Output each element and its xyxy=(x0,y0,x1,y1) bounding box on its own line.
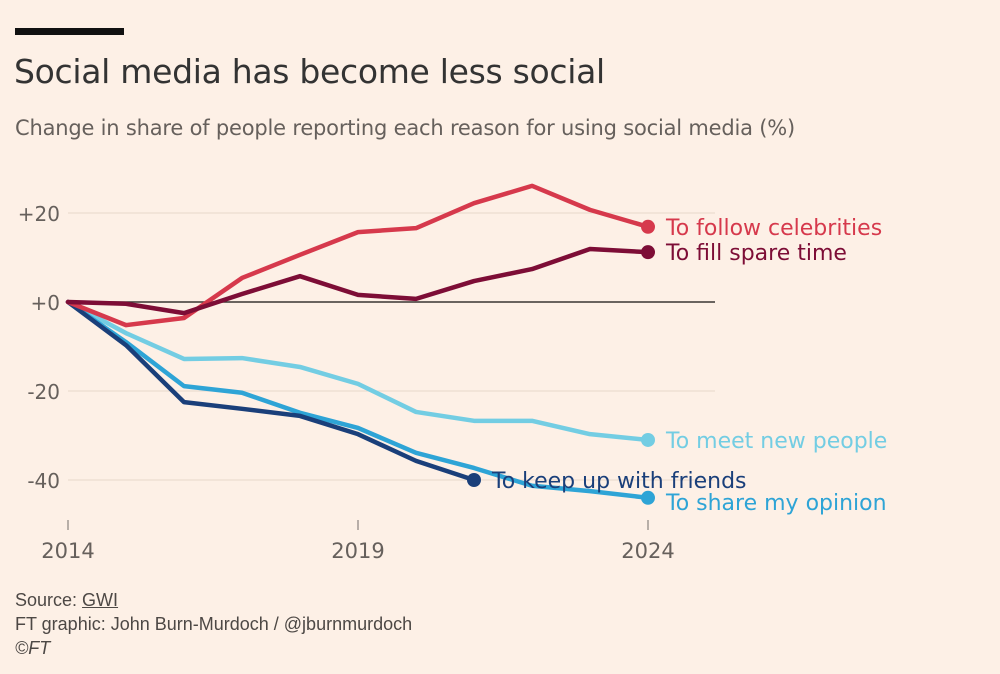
series-line-to-fill-spare-time xyxy=(65,246,651,316)
series-line-to-keep-up-with-friends xyxy=(65,299,477,483)
footer: Source: GWI FT graphic: John Burn-Murdoc… xyxy=(15,588,412,660)
end-marker-to-keep-up-with-friends xyxy=(467,473,481,487)
source-line: Source: GWI xyxy=(15,588,412,612)
y-tick-label: +0 xyxy=(31,291,60,315)
graphic-credit: FT graphic: John Burn-Murdoch / @jburnmu… xyxy=(15,614,413,634)
chart-title: Social media has become less social xyxy=(14,52,605,91)
end-marker-to-share-my-opinion xyxy=(641,490,655,505)
series-label-to-meet-new-people: To meet new people xyxy=(665,429,887,454)
series-line-to-follow-celebrities xyxy=(65,183,651,328)
y-tick-label: -20 xyxy=(27,380,60,404)
x-tick-label: 2014 xyxy=(41,539,94,563)
end-marker-to-follow-celebrities xyxy=(641,219,655,234)
chart-subtitle: Change in share of people reporting each… xyxy=(15,116,796,140)
end-marker-to-fill-spare-time xyxy=(641,245,655,260)
series-label-to-keep-up-with-friends: To keep up with friends xyxy=(491,469,747,494)
line-chart: +20 +0 -20 -40 2014 2019 2024 To meet new peop… xyxy=(18,183,887,563)
series-line-to-meet-new-people xyxy=(65,299,651,443)
y-tick-label: -40 xyxy=(27,469,60,493)
copyright: ©FT xyxy=(15,638,51,658)
ft-brand-bar xyxy=(15,28,124,35)
series-label-to-share-my-opinion: To share my opinion xyxy=(665,491,887,516)
series-label-to-fill-spare-time: To fill spare time xyxy=(665,241,847,266)
y-tick-label: +20 xyxy=(18,202,60,226)
end-marker-to-meet-new-people xyxy=(641,432,655,447)
series-line-to-share-my-opinion xyxy=(65,299,651,501)
series-layer xyxy=(65,183,655,505)
source-label: Source: xyxy=(15,590,83,610)
source-link[interactable]: GWI xyxy=(82,590,119,610)
x-tick-label: 2019 xyxy=(331,539,384,563)
x-tick-label: 2024 xyxy=(621,539,674,563)
series-label-to-follow-celebrities: To follow celebrities xyxy=(665,216,882,241)
axis-ticks: +20 +0 -20 -40 2014 2019 2024 xyxy=(18,202,675,563)
